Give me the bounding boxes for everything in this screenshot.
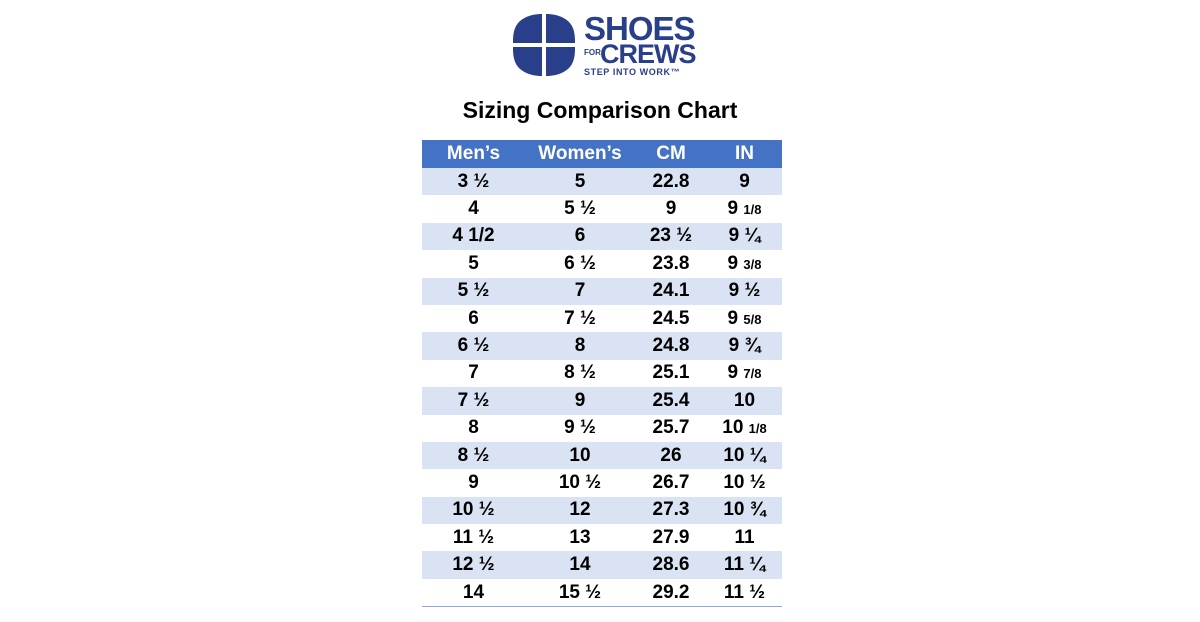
table-row: 10 ½ 12 27.3 10 ¾ [422,496,782,525]
womens-size-cell: 9 [525,387,635,415]
cm-cell: 29.2 [635,578,707,608]
mens-size-cell: 6 ½ [422,332,525,360]
womens-size-cell: 6 [525,222,635,251]
in-cell: 9 ¼ [707,222,782,251]
in-cell: 9 ½ [707,277,782,305]
in-cell: 10 ½ [707,469,782,497]
cm-cell: 25.4 [635,387,707,415]
womens-size-cell: 12 [525,496,635,525]
mens-size-cell: 9 [422,469,525,497]
mens-size-cell: 5 [422,250,525,278]
womens-size-cell: 14 [525,551,635,579]
cm-cell: 25.7 [635,414,707,442]
in-cell: 11 ½ [707,578,782,608]
mens-size-cell: 7 ½ [422,387,525,415]
womens-size-cell: 9 ½ [525,414,635,442]
womens-size-cell: 8 [525,332,635,360]
womens-size-cell: 7 ½ [525,304,635,333]
cm-cell: 9 [635,195,707,223]
column-header-in: IN [707,140,782,168]
cm-cell: 27.9 [635,524,707,552]
cm-cell: 24.1 [635,277,707,305]
in-cell: 9 3/8 [707,250,782,278]
in-cell: 11 [707,524,782,552]
table-row: 9 10 ½ 26.7 10 ½ [422,469,782,497]
column-header-cm: CM [635,140,707,168]
chart-title: Sizing Comparison Chart [462,97,738,123]
womens-size-cell: 10 ½ [525,469,635,497]
table-row: 6 ½ 8 24.8 9 ¾ [422,332,782,360]
in-cell: 10 ¼ [707,441,782,470]
cm-cell: 24.5 [635,304,707,333]
table-row: 14 15 ½ 29.2 11 ½ [422,578,782,608]
mens-size-cell: 3 ½ [422,168,525,196]
table-row: 12 ½ 14 28.6 11 ¼ [422,551,782,579]
column-header-mens: Men’s [422,140,525,168]
cm-cell: 27.3 [635,496,707,525]
mens-size-cell: 4 1/2 [422,222,525,251]
mens-size-cell: 8 ½ [422,441,525,470]
mens-size-cell: 11 ½ [422,524,525,552]
mens-size-cell: 14 [422,578,525,608]
mens-size-cell: 12 ½ [422,551,525,579]
cm-cell: 24.8 [635,332,707,360]
brand-shoes-text: SHOES [584,10,696,47]
cm-cell: 23 ½ [635,222,707,251]
cm-cell: 26.7 [635,469,707,497]
in-cell: 9 7/8 [707,359,782,388]
mens-size-cell: 5 ½ [422,277,525,305]
cm-cell: 25.1 [635,359,707,388]
in-cell: 10 1/8 [707,414,782,442]
table-row: 7 ½ 9 25.4 10 [422,387,782,415]
in-cell: 9 ¾ [707,332,782,360]
in-cell: 11 ¼ [707,551,782,579]
mens-size-cell: 6 [422,304,525,333]
womens-size-cell: 6 ½ [525,250,635,278]
womens-size-cell: 15 ½ [525,578,635,608]
womens-size-cell: 10 [525,441,635,470]
in-cell: 9 [707,168,782,196]
column-header-womens: Women’s [525,140,635,168]
table-row: 5 ½ 7 24.1 9 ½ [422,277,782,305]
brand-crews-text: CREWS [600,39,696,69]
womens-size-cell: 8 ½ [525,359,635,388]
brand-for-text: FOR [584,48,601,57]
womens-size-cell: 5 [525,168,635,196]
womens-size-cell: 7 [525,277,635,305]
in-cell: 9 1/8 [707,195,782,223]
mens-size-cell: 4 [422,195,525,223]
mens-size-cell: 7 [422,359,525,388]
mens-size-cell: 10 ½ [422,496,525,525]
logo-quadrant-icon [513,14,575,76]
womens-size-cell: 5 ½ [525,195,635,223]
womens-size-cell: 13 [525,524,635,552]
shoes-for-crews-logo: SHOES FOR CREWS STEP INTO WORK™ [511,10,701,78]
cm-cell: 22.8 [635,168,707,196]
in-cell: 10 ¾ [707,496,782,525]
brand-tagline: STEP INTO WORK™ [584,67,681,77]
cm-cell: 28.6 [635,551,707,579]
in-cell: 10 [707,387,782,415]
cm-cell: 23.8 [635,250,707,278]
table-row: 8 ½ 10 26 10 ¼ [422,441,782,470]
table-row: 3 ½ 5 22.8 9 [422,168,782,196]
table-header-row: Men’s Women’s CM IN [422,140,782,168]
in-cell: 9 5/8 [707,304,782,333]
mens-size-cell: 8 [422,414,525,442]
table-row: 11 ½ 13 27.9 11 [422,524,782,552]
cm-cell: 26 [635,441,707,470]
